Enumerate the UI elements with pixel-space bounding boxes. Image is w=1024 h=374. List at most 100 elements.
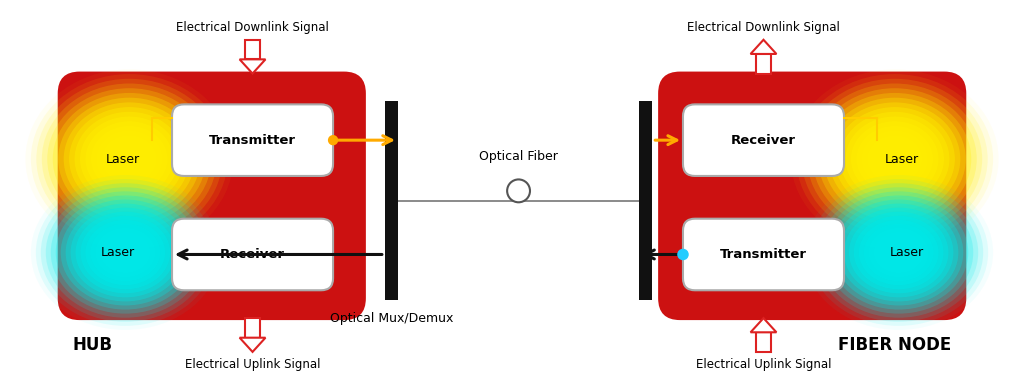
Ellipse shape [41,183,210,322]
Ellipse shape [859,220,938,285]
Ellipse shape [818,93,971,225]
Ellipse shape [839,203,958,301]
Ellipse shape [884,150,905,169]
Ellipse shape [108,140,152,178]
Ellipse shape [70,107,189,211]
Ellipse shape [76,212,175,293]
FancyBboxPatch shape [172,219,333,290]
Text: Receiver: Receiver [731,134,796,147]
Ellipse shape [46,187,205,318]
Ellipse shape [36,79,222,239]
Bar [639,101,652,300]
Ellipse shape [864,224,934,281]
FancyBboxPatch shape [683,104,844,176]
Text: Transmitter: Transmitter [720,248,807,261]
Text: Electrical Uplink Signal: Electrical Uplink Signal [695,358,831,371]
Ellipse shape [809,179,988,326]
Ellipse shape [119,150,140,169]
FancyBboxPatch shape [683,219,844,290]
FancyBboxPatch shape [658,71,967,320]
Ellipse shape [844,208,953,297]
Ellipse shape [856,126,933,192]
Ellipse shape [31,74,227,244]
Ellipse shape [60,199,189,306]
Text: Transmitter: Transmitter [209,134,296,147]
FancyBboxPatch shape [246,318,260,338]
Ellipse shape [113,145,145,173]
Ellipse shape [86,220,165,285]
Ellipse shape [36,179,215,326]
Ellipse shape [51,191,200,314]
Ellipse shape [819,187,978,318]
Ellipse shape [124,154,135,164]
FancyBboxPatch shape [246,40,260,59]
Ellipse shape [116,244,135,261]
Ellipse shape [813,88,977,230]
Ellipse shape [873,232,924,273]
Ellipse shape [95,228,155,277]
Ellipse shape [894,248,903,257]
Ellipse shape [96,131,162,187]
Text: HUB: HUB [73,336,113,354]
Ellipse shape [86,121,173,197]
Polygon shape [240,59,265,74]
Ellipse shape [807,83,982,234]
Text: Electrical Downlink Signal: Electrical Downlink Signal [176,21,329,34]
Ellipse shape [823,98,966,220]
Circle shape [328,135,338,145]
Polygon shape [751,40,776,54]
Bar [385,101,398,300]
Ellipse shape [100,232,151,273]
Ellipse shape [121,248,130,257]
Ellipse shape [872,140,916,178]
Ellipse shape [53,93,206,225]
Text: Electrical Uplink Signal: Electrical Uplink Signal [184,358,321,371]
Ellipse shape [66,203,185,301]
Text: Laser: Laser [100,246,134,259]
Ellipse shape [824,191,973,314]
Ellipse shape [63,102,195,216]
Ellipse shape [869,228,929,277]
Ellipse shape [71,208,180,297]
Ellipse shape [814,183,983,322]
Ellipse shape [91,126,168,192]
Text: Laser: Laser [885,153,919,166]
Ellipse shape [879,145,911,173]
Polygon shape [240,338,265,352]
Text: FIBER NODE: FIBER NODE [838,336,951,354]
FancyBboxPatch shape [57,71,366,320]
Ellipse shape [879,236,919,269]
Ellipse shape [889,154,900,164]
Ellipse shape [80,117,178,202]
Ellipse shape [862,131,928,187]
Polygon shape [751,318,776,332]
Ellipse shape [802,79,988,239]
Text: Laser: Laser [890,246,924,259]
Ellipse shape [55,196,195,310]
Text: Optical Mux/Demux: Optical Mux/Demux [330,312,453,325]
Ellipse shape [102,135,157,183]
FancyBboxPatch shape [757,332,771,352]
Text: Optical Fiber: Optical Fiber [479,150,558,163]
Ellipse shape [829,102,961,216]
FancyBboxPatch shape [757,54,771,74]
Ellipse shape [867,135,922,183]
Ellipse shape [851,121,938,197]
Circle shape [677,249,689,260]
Circle shape [507,180,530,202]
Ellipse shape [889,244,908,261]
Ellipse shape [81,216,170,289]
FancyBboxPatch shape [172,104,333,176]
Ellipse shape [835,107,954,211]
Ellipse shape [90,224,160,281]
Ellipse shape [111,240,140,265]
Text: Receiver: Receiver [220,248,285,261]
Ellipse shape [840,112,949,206]
Ellipse shape [42,83,217,234]
Ellipse shape [829,196,969,310]
Ellipse shape [854,216,943,289]
Ellipse shape [849,212,948,293]
Ellipse shape [884,240,913,265]
Ellipse shape [846,117,944,202]
Ellipse shape [105,236,145,269]
